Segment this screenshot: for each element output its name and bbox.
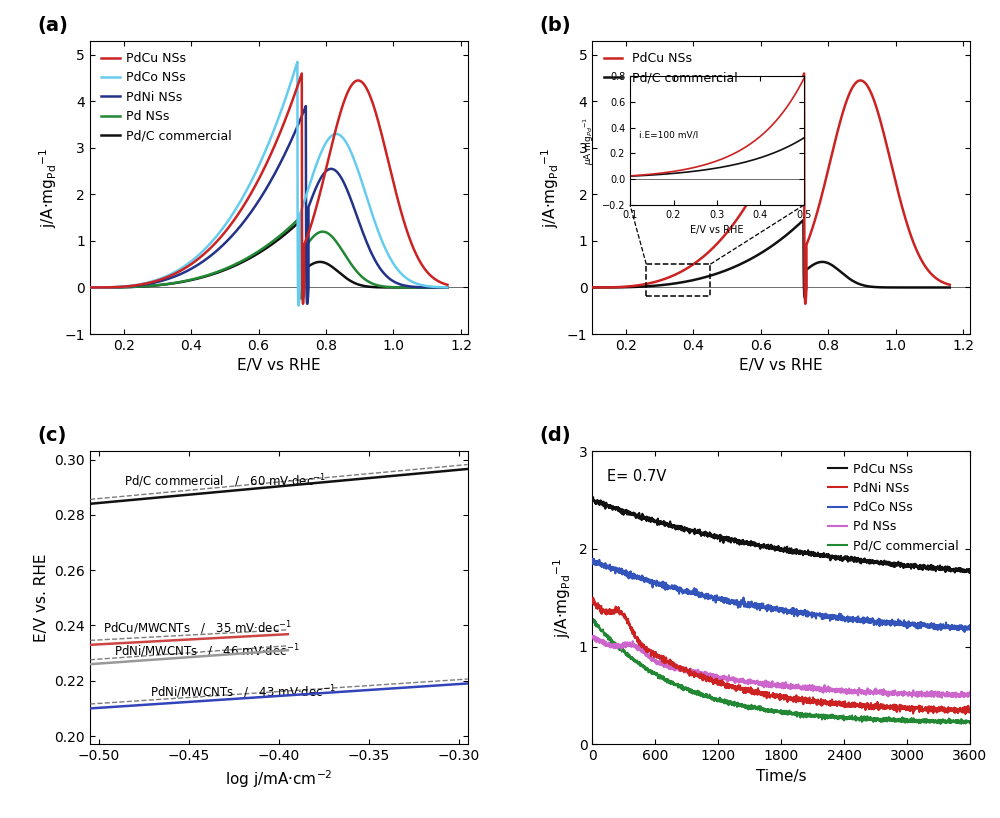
Pd/C commercial	[587, 614, 599, 624]
Text: PdCu/MWCNTs   /   35 mV·dec$^{-1}$: PdCu/MWCNTs / 35 mV·dec$^{-1}$	[103, 619, 292, 637]
PdCu NSs	[586, 495, 598, 505]
PdCo NSs	[953, 625, 965, 635]
Y-axis label: j/A·mg$_{\rm Pd}$$^{-1}$: j/A·mg$_{\rm Pd}$$^{-1}$	[551, 558, 573, 638]
PdNi NSs	[760, 688, 772, 698]
PdCu NSs	[587, 492, 599, 502]
Legend: PdCu NSs, Pd/C commercial: PdCu NSs, Pd/C commercial	[599, 47, 743, 89]
PdNi NSs	[953, 705, 965, 715]
PdCo NSs	[959, 627, 971, 636]
X-axis label: Time/s: Time/s	[756, 769, 806, 784]
PdCo NSs	[770, 605, 782, 615]
Pd NSs	[586, 633, 598, 643]
PdCo NSs	[606, 564, 618, 573]
Legend: PdCu NSs, PdCo NSs, PdNi NSs, Pd NSs, Pd/C commercial: PdCu NSs, PdCo NSs, PdNi NSs, Pd NSs, Pd…	[96, 47, 237, 147]
Pd NSs	[964, 690, 976, 699]
Text: E= 0.7V: E= 0.7V	[607, 469, 667, 483]
Pd NSs	[953, 690, 965, 699]
Pd NSs	[606, 641, 618, 651]
Text: (d): (d)	[539, 426, 571, 445]
Line: PdCu NSs: PdCu NSs	[592, 497, 970, 573]
PdNi NSs	[959, 709, 971, 719]
Pd/C commercial	[964, 718, 976, 728]
Y-axis label: E/V vs. RHE: E/V vs. RHE	[34, 554, 49, 642]
PdNi NSs	[587, 593, 599, 603]
Pd/C commercial	[935, 719, 947, 729]
Y-axis label: j/A·mg$_{\rm Pd}$$^{-1}$: j/A·mg$_{\rm Pd}$$^{-1}$	[37, 147, 59, 227]
Line: Pd NSs: Pd NSs	[592, 636, 970, 698]
Y-axis label: j/A·mg$_{\rm Pd}$$^{-1}$: j/A·mg$_{\rm Pd}$$^{-1}$	[540, 147, 561, 227]
Pd NSs	[770, 681, 782, 691]
PdCo NSs	[884, 616, 896, 626]
Pd/C commercial	[770, 706, 782, 716]
PdCo NSs	[964, 620, 976, 630]
Text: (c): (c)	[37, 426, 66, 445]
PdNi NSs	[964, 707, 976, 717]
PdCu NSs	[770, 543, 782, 553]
Pd/C commercial	[884, 714, 896, 724]
PdCu NSs	[760, 541, 772, 551]
Pd NSs	[760, 679, 772, 689]
Bar	[646, 264, 710, 296]
PdNi NSs	[606, 608, 618, 618]
Pd/C commercial	[953, 718, 965, 728]
X-axis label: E/V vs RHE: E/V vs RHE	[237, 358, 321, 374]
PdCo NSs	[953, 622, 965, 631]
Pd/C commercial	[953, 717, 965, 726]
PdCu NSs	[953, 564, 965, 574]
Text: PdNi/MWCNTs   /   43 mV·dec$^{-1}$: PdNi/MWCNTs / 43 mV·dec$^{-1}$	[150, 684, 336, 701]
Pd/C commercial	[586, 614, 598, 624]
Pd NSs	[587, 631, 599, 640]
Pd/C commercial	[606, 637, 618, 647]
Text: Pd/C commercial   /   60 mV·dec$^{-1}$: Pd/C commercial / 60 mV·dec$^{-1}$	[124, 473, 326, 491]
PdNi NSs	[770, 690, 782, 700]
PdCu NSs	[963, 569, 975, 578]
PdCu NSs	[964, 568, 976, 578]
Pd NSs	[936, 693, 948, 703]
Line: PdNi NSs: PdNi NSs	[592, 598, 970, 714]
Pd NSs	[884, 687, 896, 697]
PdCu NSs	[606, 502, 618, 512]
Pd NSs	[953, 690, 965, 699]
Legend: PdCu NSs, PdNi NSs, PdCo NSs, Pd NSs, Pd/C commercial: PdCu NSs, PdNi NSs, PdCo NSs, Pd NSs, Pd…	[823, 457, 964, 558]
Pd/C commercial	[760, 705, 772, 715]
Line: PdCo NSs: PdCo NSs	[592, 559, 970, 631]
PdNi NSs	[586, 596, 598, 605]
PdCo NSs	[760, 604, 772, 614]
PdNi NSs	[884, 701, 896, 711]
Text: (a): (a)	[37, 16, 68, 35]
Text: (b): (b)	[539, 16, 571, 35]
X-axis label: log j/mA·cm$^{-2}$: log j/mA·cm$^{-2}$	[225, 769, 333, 790]
PdCo NSs	[586, 554, 598, 564]
PdCu NSs	[953, 564, 965, 573]
X-axis label: E/V vs RHE: E/V vs RHE	[739, 358, 823, 374]
PdCu NSs	[884, 560, 896, 570]
Line: Pd/C commercial: Pd/C commercial	[592, 619, 970, 724]
Text: PdNi/MWCNTs   /   46 mV·dec$^{-1}$: PdNi/MWCNTs / 46 mV·dec$^{-1}$	[114, 642, 300, 659]
PdNi NSs	[953, 704, 965, 714]
